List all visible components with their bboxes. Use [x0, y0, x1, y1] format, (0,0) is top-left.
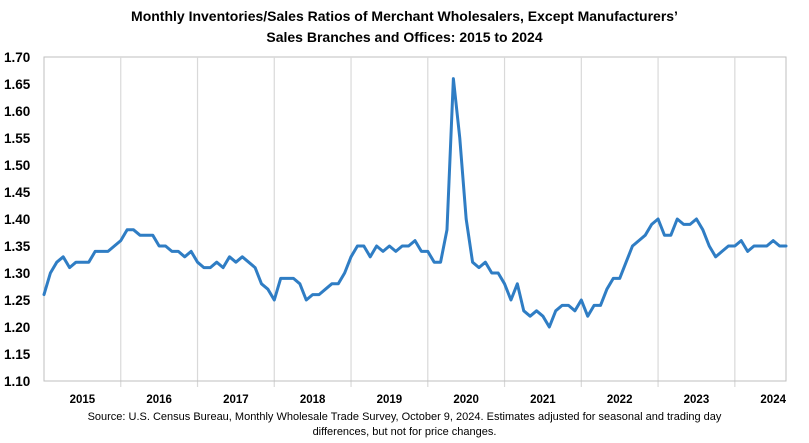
y-tick-label: 1.10	[4, 374, 30, 389]
y-tick-label: 1.55	[4, 131, 31, 146]
y-tick-label: 1.40	[4, 212, 30, 227]
chart-title-line-2: Sales Branches and Offices: 2015 to 2024	[266, 29, 543, 45]
y-axis: 1.70 1.65 1.60 1.55 1.50 1.45 1.40 1.35 1.30 1.25…	[4, 50, 31, 389]
y-tick-label: 1.15	[4, 347, 31, 362]
gridlines	[120, 57, 736, 387]
plot-border	[43, 56, 787, 382]
x-tick-label: 2021	[530, 394, 556, 406]
x-tick-label: 2020	[453, 394, 479, 406]
chart-source-note: Source: U.S. Census Bureau, Monthly Whol…	[20, 410, 789, 440]
x-tick-label: 2022	[607, 394, 633, 406]
y-tick-label: 1.25	[4, 293, 31, 308]
x-tick-label: 2015	[70, 394, 96, 406]
y-tick-label: 1.50	[4, 158, 30, 173]
x-tick-label: 2023	[684, 394, 710, 406]
source-line-2: differences, but not for price changes.	[312, 426, 497, 438]
y-tick-label: 1.60	[4, 104, 30, 119]
y-tick-label: 1.70	[4, 50, 30, 65]
y-tick-label: 1.20	[4, 320, 30, 335]
series-group	[42, 77, 788, 329]
x-tick-label: 2016	[146, 394, 172, 406]
y-tick-label: 1.30	[4, 266, 30, 281]
x-axis: 2015 2016 2017 2018 2019 2020 2021 2022 2023 2024	[70, 394, 787, 406]
series-line-0	[42, 77, 788, 329]
x-tick-label: 2017	[223, 394, 249, 406]
chart-title: Monthly Inventories/Sales Ratios of Merc…	[0, 6, 809, 48]
chart-title-line-1: Monthly Inventories/Sales Ratios of Merc…	[131, 8, 678, 24]
plot-area	[43, 56, 787, 387]
y-tick-label: 1.65	[4, 77, 31, 92]
y-tick-label: 1.35	[4, 239, 31, 254]
source-line-1: Source: U.S. Census Bureau, Monthly Whol…	[87, 411, 722, 423]
x-tick-label: 2018	[300, 394, 326, 406]
x-tick-label: 2019	[377, 394, 403, 406]
y-tick-label: 1.45	[4, 185, 31, 200]
x-tick-label: 2024	[760, 394, 786, 406]
